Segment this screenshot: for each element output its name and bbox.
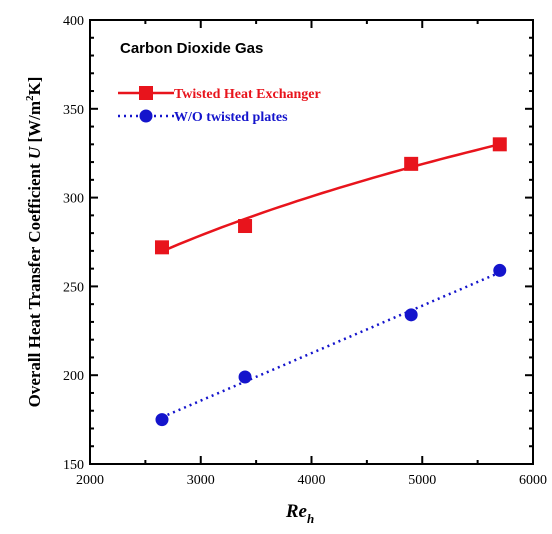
legend-marker-square — [139, 86, 153, 100]
data-point-circle — [155, 413, 168, 426]
y-tick-label: 350 — [63, 103, 84, 118]
data-point-square — [404, 157, 418, 171]
x-axis-title-main: Re — [285, 501, 308, 522]
legend-label-without: W/O twisted plates — [174, 110, 288, 125]
data-point-square — [155, 240, 169, 254]
x-axis-title-sub: h — [307, 511, 314, 526]
y-tick-label: 400 — [63, 14, 84, 29]
y-axis-title-unit-a: [W/m — [25, 101, 44, 147]
y-axis-title-var: U — [25, 146, 44, 159]
y-tick-label: 250 — [63, 280, 84, 295]
chart-annotation: Carbon Dioxide Gas — [120, 40, 263, 57]
x-tick-label: 5000 — [408, 473, 436, 488]
x-tick-label: 3000 — [187, 473, 215, 488]
x-tick-label: 2000 — [76, 473, 104, 488]
data-point-circle — [493, 264, 506, 277]
data-point-square — [493, 137, 507, 151]
y-tick-label: 300 — [63, 192, 84, 207]
y-axis-title-main: Overall Heat Transfer Coefficient — [25, 159, 44, 407]
x-tick-label: 6000 — [519, 473, 547, 488]
data-point-circle — [239, 370, 252, 383]
y-axis-title-unit-b: K] — [25, 77, 44, 96]
y-tick-label: 200 — [63, 369, 84, 384]
data-point-circle — [405, 308, 418, 321]
y-tick-label: 150 — [63, 458, 84, 473]
y-axis-title: Overall Heat Transfer Coefficient U [W/m… — [24, 77, 44, 408]
x-axis-title: Reh — [285, 501, 314, 526]
data-point-square — [238, 219, 252, 233]
legend-marker-circle — [140, 110, 153, 123]
legend-label-twisted: Twisted Heat Exchanger — [174, 87, 321, 102]
x-tick-label: 4000 — [298, 473, 326, 488]
